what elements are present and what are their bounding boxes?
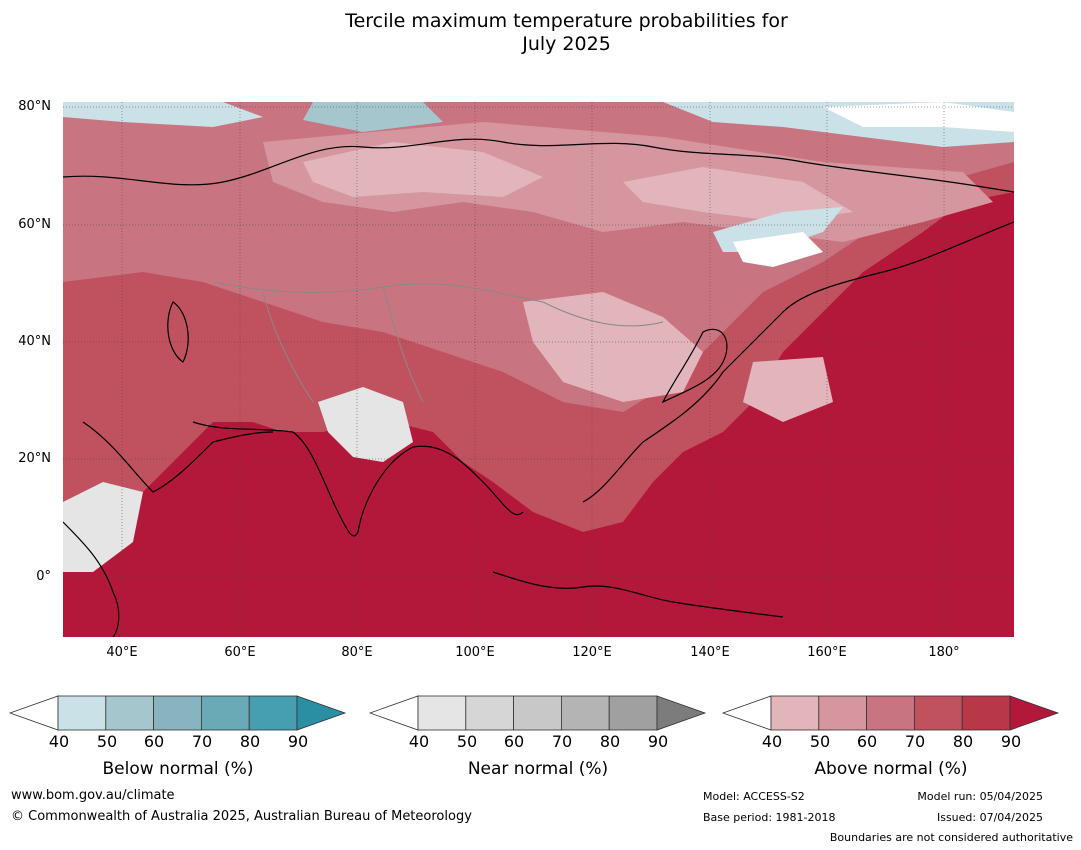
forecast-map <box>63 102 1014 637</box>
lon-label-100e: 100°E <box>455 645 495 660</box>
website-link[interactable]: www.bom.gov.au/climate <box>11 788 175 803</box>
above-40-patch-china <box>523 292 703 402</box>
colorbar-near-normal-label: Near normal (%) <box>467 759 609 779</box>
below-tick-90: 90 <box>287 732 309 751</box>
colorbar-near-normal-graphic <box>368 695 707 731</box>
colorbar-0-segment-2 <box>153 695 202 731</box>
coastline-japan <box>661 328 728 404</box>
near-tick-90: 90 <box>647 732 669 751</box>
colorbar-0-high-triangle <box>296 695 347 731</box>
lon-label-180: 180° <box>928 645 960 660</box>
lat-label-80n: 80°N <box>18 99 51 114</box>
near-tick-40: 40 <box>408 732 430 751</box>
below-tick-60: 60 <box>143 732 165 751</box>
model-text: Model: ACCESS-S2 <box>703 790 805 803</box>
colorbar-1-segment-2 <box>513 695 562 731</box>
colorbar-2-segment-1 <box>818 695 868 731</box>
colorbar-0-segment-3 <box>200 695 250 731</box>
lon-label-60e: 60°E <box>224 645 256 660</box>
near-tick-80: 80 <box>599 732 621 751</box>
colorbar-above-normal-label: Above normal (%) <box>814 759 968 779</box>
colorbar-0-low-triangle <box>8 695 59 731</box>
near-tick-60: 60 <box>503 732 525 751</box>
title-line-1: Tercile maximum temperature probabilitie… <box>345 10 788 32</box>
coastline-east-asia <box>582 221 1014 503</box>
lon-label-80e: 80°E <box>341 645 373 660</box>
above-tick-40: 40 <box>761 732 783 751</box>
above-tick-60: 60 <box>856 732 878 751</box>
colorbar-0-segment-0 <box>57 695 107 731</box>
neutral-patch-arctic <box>823 102 1014 132</box>
colorbar-above-normal-graphic <box>721 695 1060 731</box>
near-tick-50: 50 <box>456 732 478 751</box>
above-40-patch-east <box>623 167 853 222</box>
above-tick-70: 70 <box>904 732 926 751</box>
graticule-lines <box>63 102 1014 637</box>
colorbar-2-segment-0 <box>770 695 820 731</box>
colorbar-2-segment-3 <box>913 695 963 731</box>
lat-label-20n: 20°N <box>18 451 51 466</box>
near-tick-70: 70 <box>551 732 573 751</box>
colorbar-above-normal <box>721 695 1060 736</box>
colorbar-0-segment-4 <box>248 695 298 731</box>
lon-label-140e: 140°E <box>690 645 730 660</box>
colorbar-0-segment-1 <box>105 695 155 731</box>
above-40-patch-north <box>303 142 543 197</box>
colorbar-1-segment-1 <box>465 695 515 731</box>
lon-label-160e: 160°E <box>807 645 847 660</box>
coastline-arabia <box>82 421 274 493</box>
colorbar-below-normal-label: Below normal (%) <box>102 759 254 779</box>
map-title: Tercile maximum temperature probabilitie… <box>0 10 1081 56</box>
below-tick-80: 80 <box>239 732 261 751</box>
colorbar-2-segment-2 <box>866 695 915 731</box>
above-40-patch-pacific <box>743 357 833 422</box>
colorbar-1-segment-4 <box>608 695 658 731</box>
above-tick-50: 50 <box>809 732 831 751</box>
above-tick-80: 80 <box>952 732 974 751</box>
country-borders <box>212 281 664 403</box>
below-tick-70: 70 <box>191 732 213 751</box>
lon-label-40e: 40°E <box>106 645 138 660</box>
near-normal-india <box>318 387 413 462</box>
below-50-arctic <box>303 102 443 132</box>
copyright-text: © Commonwealth of Australia 2025, Austra… <box>11 809 472 824</box>
colorbar-below-normal-graphic <box>8 695 347 731</box>
above-tick-90: 90 <box>1000 732 1022 751</box>
lat-label-60n: 60°N <box>18 217 51 232</box>
issued-text: Issued: 07/04/2025 <box>936 811 1043 824</box>
colorbar-1-high-triangle <box>656 695 707 731</box>
title-line-2: July 2025 <box>522 33 611 55</box>
coastline-caspian <box>167 301 189 363</box>
neutral-patch-okhotsk <box>733 232 823 267</box>
lat-label-40n: 40°N <box>18 334 51 349</box>
disclaimer-text: Boundaries are not considered authoritat… <box>829 831 1073 844</box>
lon-label-120e: 120°E <box>572 645 612 660</box>
model-run-text: Model run: 05/04/2025 <box>917 790 1043 803</box>
colorbar-1-segment-3 <box>560 695 610 731</box>
below-tick-40: 40 <box>48 732 70 751</box>
colorbar-2-segment-4 <box>961 695 1011 731</box>
coastline-south-asia <box>192 421 524 537</box>
base-period-text: Base period: 1981-2018 <box>703 811 836 824</box>
below-tick-50: 50 <box>96 732 118 751</box>
colorbar-1-low-triangle <box>368 695 419 731</box>
colorbar-1-segment-0 <box>417 695 467 731</box>
coastline-north <box>63 138 1014 193</box>
coastline-indonesia <box>492 571 784 618</box>
lat-label-0: 0° <box>36 569 51 584</box>
colorbar-2-low-triangle <box>721 695 772 731</box>
colorbar-below-normal <box>8 695 347 736</box>
below-normal-arctic <box>63 102 263 127</box>
map-canvas <box>63 102 1014 637</box>
near-normal-arabia <box>63 482 143 572</box>
coastline-africa <box>63 521 120 637</box>
colorbar-2-high-triangle <box>1009 695 1060 731</box>
colorbar-near-normal <box>368 695 707 736</box>
